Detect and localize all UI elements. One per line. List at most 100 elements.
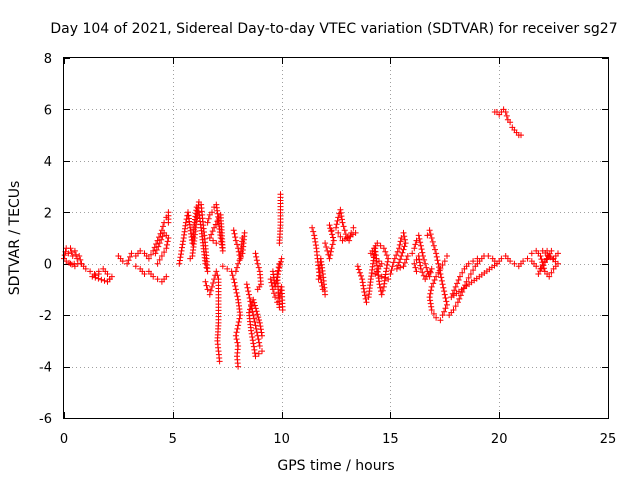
data-point bbox=[401, 259, 408, 266]
data-point bbox=[233, 289, 240, 296]
data-point bbox=[155, 243, 162, 250]
data-point bbox=[251, 299, 258, 306]
data-point bbox=[279, 307, 286, 313]
data-point bbox=[212, 221, 219, 228]
data-point bbox=[247, 306, 253, 313]
data-point bbox=[442, 295, 449, 301]
data-point bbox=[411, 245, 418, 252]
data-point bbox=[253, 257, 260, 264]
data-point bbox=[385, 255, 392, 262]
data-point bbox=[533, 263, 540, 270]
data-point bbox=[257, 326, 264, 333]
data-point bbox=[431, 277, 438, 283]
data-point bbox=[259, 332, 265, 339]
data-point bbox=[259, 348, 265, 355]
data-point bbox=[232, 283, 239, 289]
data-point bbox=[310, 228, 317, 235]
data-point bbox=[427, 231, 434, 238]
data-point bbox=[95, 271, 102, 277]
data-point bbox=[359, 276, 366, 283]
data-point bbox=[450, 307, 457, 313]
data-point bbox=[152, 250, 159, 257]
data-point bbox=[92, 272, 99, 279]
x-tick-labels: 0 5 10 15 20 25 bbox=[60, 432, 616, 447]
data-point bbox=[467, 271, 474, 277]
data-point bbox=[176, 260, 183, 267]
data-point bbox=[277, 261, 284, 268]
data-point bbox=[202, 278, 209, 285]
data-point bbox=[328, 245, 335, 252]
data-point bbox=[417, 239, 424, 246]
data-point bbox=[335, 214, 342, 221]
data-point bbox=[163, 245, 170, 252]
chart-title: Day 104 of 2021, Sidereal Day-to-day VTE… bbox=[50, 21, 617, 37]
data-point bbox=[230, 227, 237, 234]
data-point bbox=[340, 223, 347, 230]
data-point bbox=[253, 308, 260, 315]
data-point bbox=[248, 303, 255, 310]
y-tick-label: 0 bbox=[44, 258, 52, 273]
data-point bbox=[485, 253, 492, 259]
data-point bbox=[164, 238, 171, 245]
data-point bbox=[422, 260, 429, 267]
data-point bbox=[333, 221, 340, 228]
data-point bbox=[177, 254, 184, 261]
data-point bbox=[376, 258, 382, 265]
data-point bbox=[441, 288, 448, 295]
y-tick-label: 8 bbox=[44, 52, 52, 67]
data-point bbox=[243, 281, 250, 288]
data-point bbox=[415, 253, 422, 259]
data-point bbox=[520, 258, 527, 265]
data-point bbox=[470, 267, 477, 274]
data-point bbox=[256, 339, 263, 346]
data-point bbox=[213, 268, 220, 275]
data-point bbox=[330, 234, 336, 241]
data-point bbox=[528, 250, 535, 257]
data-point bbox=[465, 260, 472, 267]
data-point bbox=[454, 280, 461, 287]
data-point bbox=[67, 245, 74, 252]
data-point bbox=[439, 262, 446, 268]
data-point bbox=[404, 253, 411, 259]
data-point bbox=[180, 238, 187, 245]
data-point bbox=[232, 332, 239, 339]
data-point bbox=[328, 227, 335, 234]
data-point bbox=[311, 232, 318, 239]
data-point bbox=[441, 291, 448, 298]
data-point bbox=[465, 274, 472, 281]
data-point bbox=[235, 322, 242, 329]
data-point bbox=[415, 232, 422, 239]
data-point bbox=[439, 312, 446, 319]
data-point bbox=[235, 363, 242, 370]
data-point bbox=[358, 272, 364, 279]
x-tick-label: 15 bbox=[382, 432, 399, 447]
data-point bbox=[98, 276, 105, 283]
data-point bbox=[396, 245, 403, 252]
data-point bbox=[401, 243, 408, 250]
data-point bbox=[383, 252, 390, 259]
data-point bbox=[424, 232, 431, 239]
data-point bbox=[61, 252, 68, 259]
data-point bbox=[399, 249, 406, 256]
data-point bbox=[269, 268, 276, 275]
data-point bbox=[432, 246, 438, 253]
data-point bbox=[430, 310, 437, 317]
data-point bbox=[206, 235, 213, 241]
data-point bbox=[413, 268, 420, 275]
data-point bbox=[401, 236, 408, 243]
data-point bbox=[524, 255, 531, 262]
data-point bbox=[375, 272, 382, 279]
data-points bbox=[61, 106, 561, 370]
data-point bbox=[419, 249, 426, 256]
data-point bbox=[422, 276, 429, 283]
data-point bbox=[421, 256, 428, 263]
data-point bbox=[239, 250, 246, 257]
data-point bbox=[214, 272, 221, 279]
data-point bbox=[252, 250, 259, 257]
data-point bbox=[125, 257, 132, 264]
x-tick-label: 25 bbox=[600, 432, 617, 447]
data-point bbox=[535, 271, 542, 277]
data-point bbox=[209, 209, 215, 216]
data-point bbox=[104, 278, 111, 285]
data-point bbox=[160, 223, 166, 230]
